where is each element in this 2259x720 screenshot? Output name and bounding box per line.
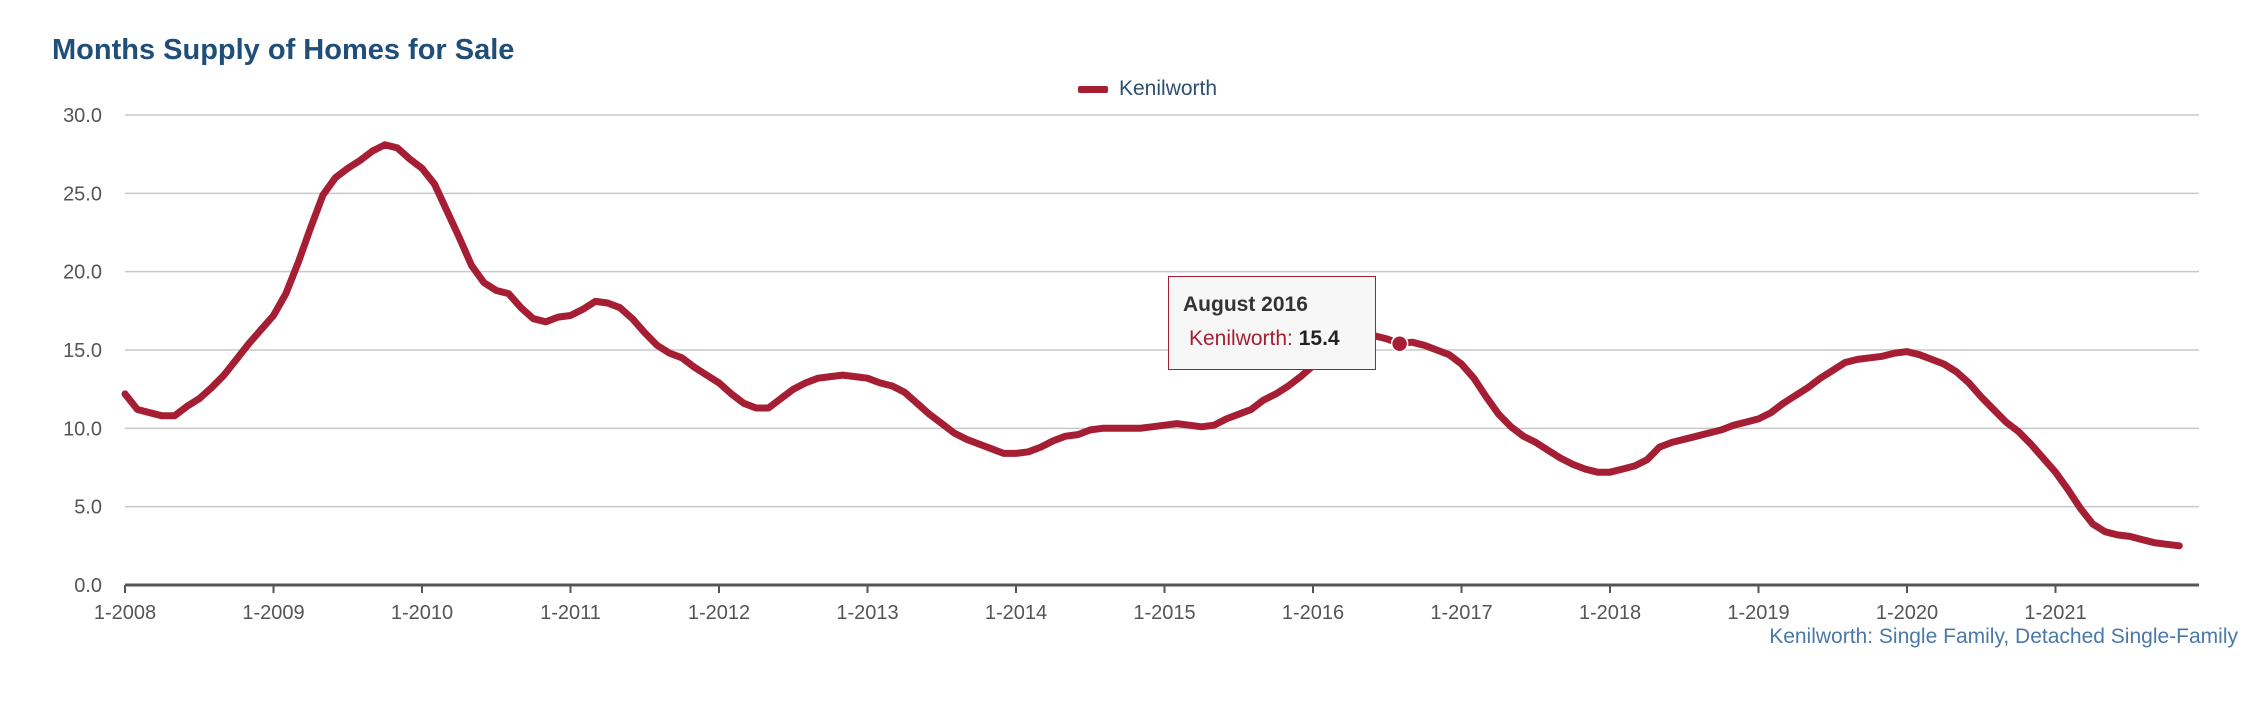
chart-subtitle: Kenilworth: Single Family, Detached Sing… (1769, 625, 2238, 648)
x-tick-label: 1-2020 (1876, 602, 1938, 624)
y-tick-label: 15.0 (63, 340, 102, 362)
legend-label: Kenilworth (1119, 77, 1218, 100)
series-line-kenilworth (121, 141, 2183, 550)
tooltip-title: August 2016 (1183, 293, 1308, 316)
x-tick-label: 1-2017 (1430, 602, 1492, 624)
x-tick-label: 1-2008 (94, 602, 156, 624)
x-tick-label: 1-2015 (1133, 602, 1195, 624)
x-tick-label: 1-2016 (1282, 602, 1344, 624)
x-tick-label: 1-2009 (242, 602, 304, 624)
highlight-point (1390, 334, 1409, 353)
y-tick-label: 30.0 (63, 105, 102, 127)
axes: 0.0 5.0 10.0 15.0 20.0 25.0 30.0 1-2008 1-2009 1-… (63, 105, 2199, 624)
x-tick-label: 1-2013 (836, 602, 898, 624)
y-tick-label: 5.0 (74, 497, 102, 519)
series-layer (121, 141, 2183, 550)
tooltip-series-label: Kenilworth: (1189, 327, 1293, 350)
y-tick-label: 20.0 (63, 262, 102, 284)
tooltip-value: 15.4 (1298, 327, 1340, 350)
legend[interactable]: Kenilworth (1078, 77, 1217, 101)
legend-swatch (1078, 85, 1108, 93)
x-tick-label: 1-2021 (2024, 602, 2086, 624)
x-tick-label: 1-2018 (1579, 602, 1641, 624)
y-tick-label: 25.0 (63, 183, 102, 205)
tooltip: August 2016 Kenilworth: 15.4 (1168, 276, 1376, 370)
x-tick-label: 1-2010 (391, 602, 453, 624)
chart-title: Months Supply of Homes for Sale (52, 34, 515, 66)
grid-lines (125, 114, 2199, 508)
y-tick-label: 10.0 (63, 418, 102, 440)
x-tick-label: 1-2019 (1727, 602, 1789, 624)
x-tick-label: 1-2014 (985, 602, 1047, 624)
tooltip-row: Kenilworth: 15.4 (1189, 327, 1340, 351)
x-tick-label: 1-2012 (688, 602, 750, 624)
x-tick-label: 1-2011 (540, 602, 601, 624)
y-tick-label: 0.0 (74, 575, 102, 597)
